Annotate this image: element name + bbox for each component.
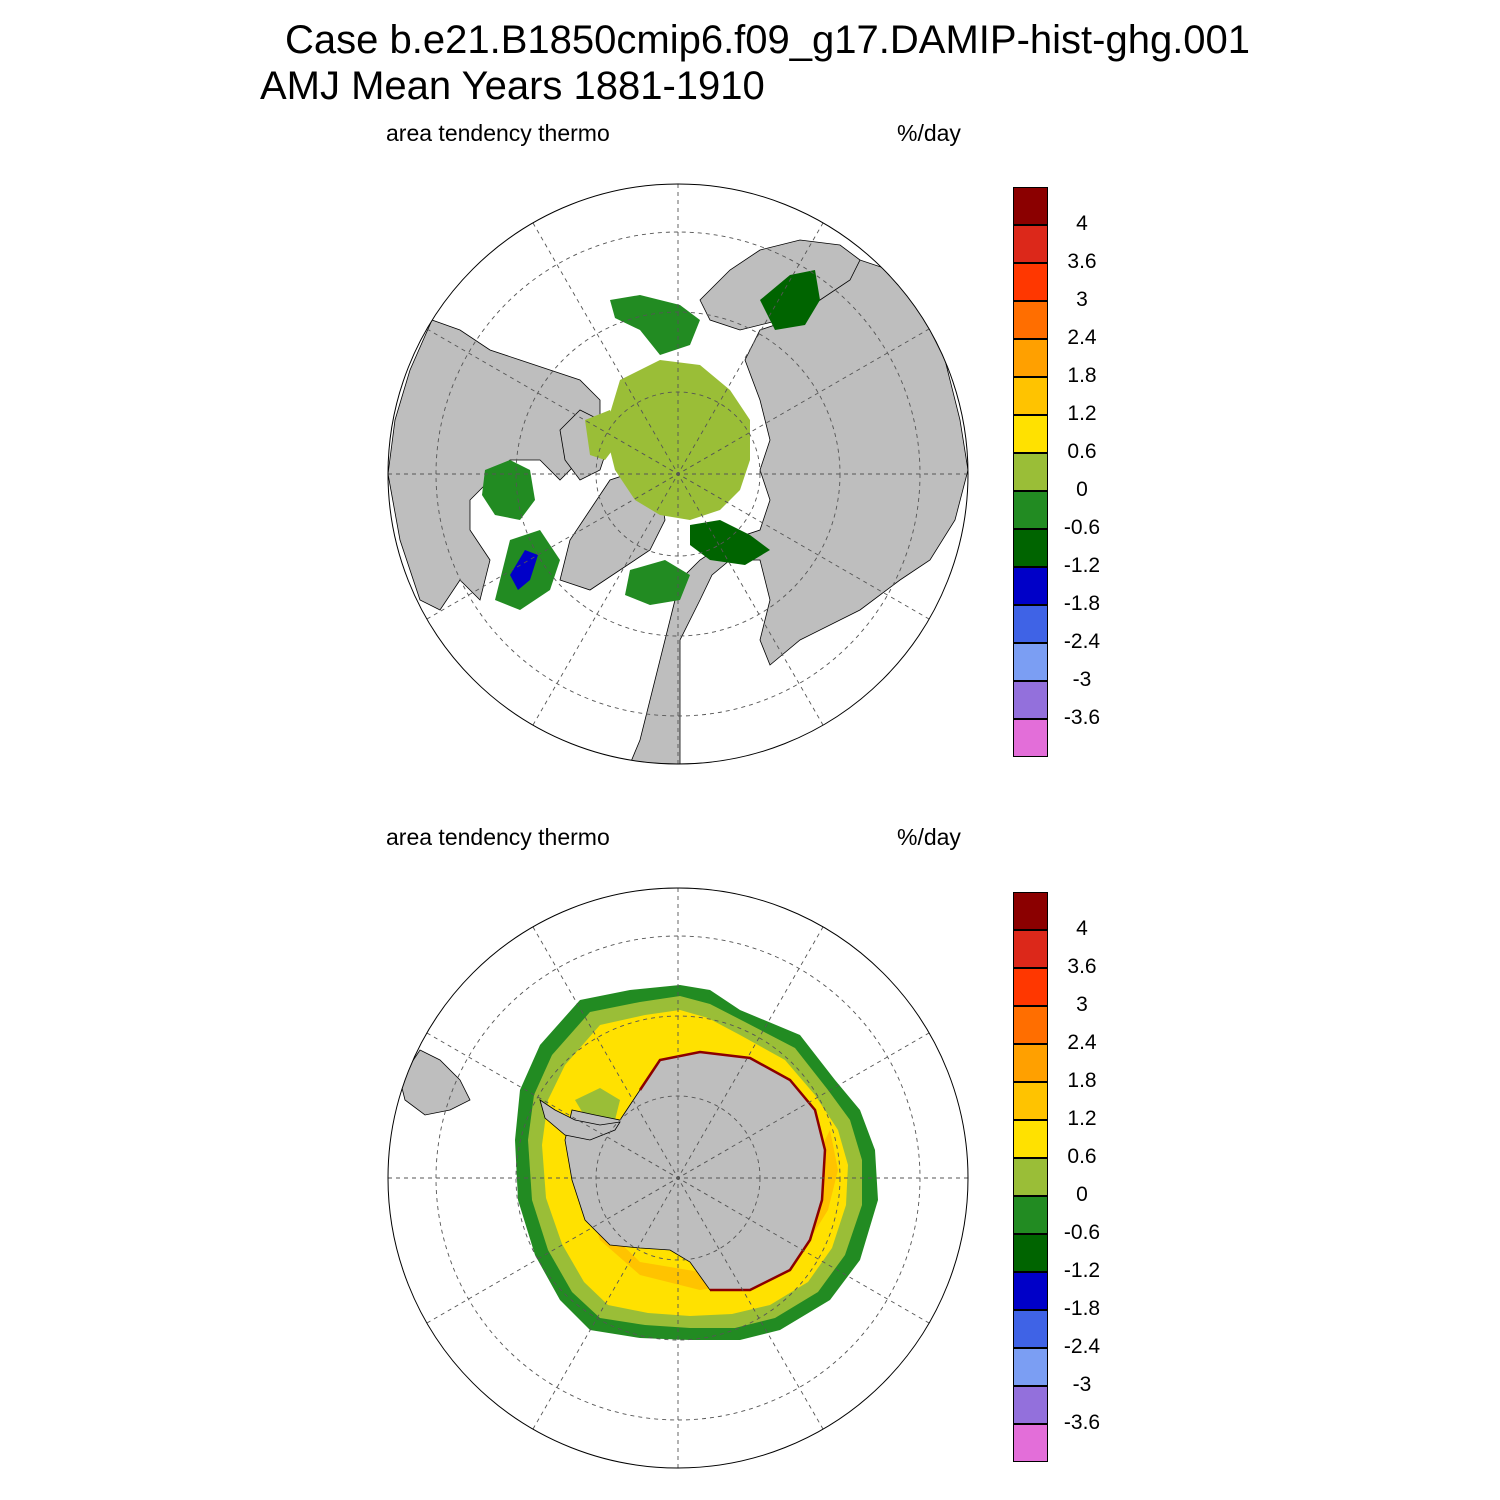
north-colorbar-box xyxy=(1013,453,1048,491)
south-panel-left-label: area tendency thermo xyxy=(386,824,610,850)
north-colorbar-box xyxy=(1013,263,1048,301)
south-colorbar-box xyxy=(1013,1006,1048,1044)
north-colorbar-box xyxy=(1013,339,1048,377)
north-polar-map xyxy=(388,184,968,764)
south-colorbar-tick-label: 0 xyxy=(1076,1183,1088,1206)
south-colorbar-box xyxy=(1013,1196,1048,1234)
south-colorbar-tick-label: -3 xyxy=(1072,1373,1092,1396)
north-ice-barents xyxy=(690,520,770,565)
south-colorbar-box xyxy=(1013,1310,1048,1348)
south-colorbar-box xyxy=(1013,1158,1048,1196)
north-ice-green-shelf xyxy=(610,295,700,355)
south-polar-map xyxy=(388,888,968,1468)
north-colorbar-box xyxy=(1013,605,1048,643)
north-ice-canadian-arch xyxy=(585,410,620,460)
south-colorbar-box xyxy=(1013,1082,1048,1120)
south-colorbar-tick-label: 1.8 xyxy=(1067,1069,1097,1092)
figure-title-case: Case b.e21.B1850cmip6.f09_g17.DAMIP-hist… xyxy=(285,18,1251,62)
north-panel-units-label: %/day xyxy=(897,120,961,146)
south-colorbar-box xyxy=(1013,1386,1048,1424)
north-colorbar-tick-label: 1.8 xyxy=(1067,364,1097,387)
north-colorbar-box xyxy=(1013,225,1048,263)
north-ice-bering xyxy=(760,270,820,330)
south-colorbar-box xyxy=(1013,1044,1048,1082)
north-colorbar-tick-label: -1.8 xyxy=(1063,592,1101,615)
south-colorbar-box xyxy=(1013,1234,1048,1272)
south-panel-units-label: %/day xyxy=(897,824,961,850)
north-colorbar-tick-label: 0 xyxy=(1076,478,1088,501)
north-colorbar-tick-label: -1.2 xyxy=(1063,554,1101,577)
north-colorbar-box xyxy=(1013,301,1048,339)
north-colorbar-tick-label: 4 xyxy=(1076,212,1088,235)
south-map-border xyxy=(387,887,969,1469)
north-graticule xyxy=(388,184,968,764)
south-colorbar-tick-label: 2.4 xyxy=(1067,1031,1097,1054)
north-panel-left-label: area tendency thermo xyxy=(386,120,610,146)
north-colorbar-box xyxy=(1013,415,1048,453)
north-colorbar-tick-label: 2.4 xyxy=(1067,326,1097,349)
south-land-south-america xyxy=(399,1049,471,1116)
north-map-border xyxy=(387,183,969,765)
south-colorbar-tick-label: 0.6 xyxy=(1067,1145,1097,1168)
north-colorbar-tick-label: 3.6 xyxy=(1067,250,1097,273)
north-colorbar-box xyxy=(1013,377,1048,415)
south-colorbar-box xyxy=(1013,1120,1048,1158)
south-colorbar-tick-label: -2.4 xyxy=(1063,1335,1101,1358)
north-colorbar-box xyxy=(1013,719,1048,757)
north-colorbar-box xyxy=(1013,187,1048,225)
north-colorbar-tick-label: 3 xyxy=(1076,288,1088,311)
south-land-peninsula xyxy=(539,1099,621,1141)
north-ice-baffin-blue xyxy=(510,550,538,590)
south-colorbar-box xyxy=(1013,1424,1048,1462)
south-colorbar-tick-label: -0.6 xyxy=(1063,1221,1101,1244)
north-ice-central-arctic xyxy=(605,360,750,520)
south-colorbar-box xyxy=(1013,968,1048,1006)
south-colorbar-box xyxy=(1013,892,1048,930)
north-colorbar-tick-label: 1.2 xyxy=(1067,402,1097,425)
south-graticule xyxy=(388,888,968,1468)
north-colorbar-box xyxy=(1013,681,1048,719)
north-ice-hudson xyxy=(482,460,535,520)
north-colorbar-box xyxy=(1013,643,1048,681)
south-colorbar-tick-label: 1.2 xyxy=(1067,1107,1097,1130)
north-ice-greenland-sea xyxy=(625,560,690,605)
south-colorbar-box xyxy=(1013,1272,1048,1310)
south-colorbar-tick-label: 3 xyxy=(1076,993,1088,1016)
south-colorbar-tick-label: 4 xyxy=(1076,917,1088,940)
north-colorbar-box xyxy=(1013,529,1048,567)
north-colorbar-tick-label: 0.6 xyxy=(1067,440,1097,463)
south-colorbar-box xyxy=(1013,930,1048,968)
south-colorbar-tick-label: -1.8 xyxy=(1063,1297,1101,1320)
south-colorbar-tick-label: -1.2 xyxy=(1063,1259,1101,1282)
north-colorbar-tick-label: -3 xyxy=(1072,668,1092,691)
figure-title-period: AMJ Mean Years 1881-1910 xyxy=(260,64,765,108)
north-colorbar-box xyxy=(1013,567,1048,605)
north-colorbar-tick-label: -0.6 xyxy=(1063,516,1101,539)
north-colorbar-tick-label: -2.4 xyxy=(1063,630,1101,653)
south-ice-edge-red xyxy=(638,1050,827,1292)
south-colorbar-tick-label: -3.6 xyxy=(1063,1411,1101,1434)
north-colorbar-box xyxy=(1013,491,1048,529)
south-colorbar-tick-label: 3.6 xyxy=(1067,955,1097,978)
south-colorbar-box xyxy=(1013,1348,1048,1386)
north-colorbar-tick-label: -3.6 xyxy=(1063,706,1101,729)
